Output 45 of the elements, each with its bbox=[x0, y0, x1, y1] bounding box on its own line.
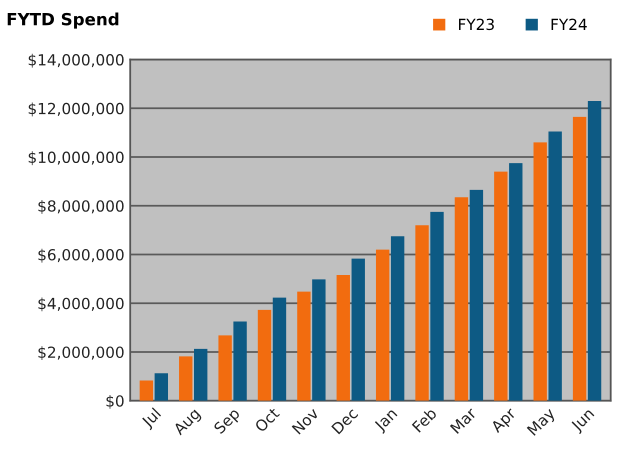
bar bbox=[494, 172, 508, 401]
legend-label: FY23 bbox=[459, 18, 494, 30]
y-tick-label: $14,000,000 bbox=[28, 54, 124, 68]
legend-label: FY24 bbox=[552, 18, 587, 30]
y-tick-label: $8,000,000 bbox=[38, 200, 124, 214]
x-tick-label: Dec bbox=[331, 407, 358, 435]
y-tick-label: $0 bbox=[106, 394, 124, 409]
y-tick-label: $2,000,000 bbox=[38, 346, 124, 360]
x-tick-label: Feb bbox=[411, 406, 438, 433]
bar bbox=[534, 142, 547, 401]
bar bbox=[352, 258, 365, 401]
chart-title: FYTD Spend bbox=[8, 12, 118, 29]
x-tick-label: Apr bbox=[490, 406, 519, 436]
x-tick-label: Jun bbox=[570, 408, 597, 434]
bar bbox=[415, 225, 429, 401]
bar bbox=[140, 380, 154, 401]
x-tick-label: Sep bbox=[213, 407, 242, 436]
bar bbox=[154, 373, 168, 401]
bar bbox=[179, 356, 192, 401]
bar bbox=[454, 197, 468, 401]
x-tick-label: Jan bbox=[373, 408, 400, 434]
bar bbox=[470, 190, 484, 401]
y-tick-label: $10,000,000 bbox=[28, 151, 124, 166]
bar bbox=[390, 236, 404, 401]
bar bbox=[233, 322, 247, 401]
bar bbox=[548, 131, 562, 401]
y-tick-label: $4,000,000 bbox=[38, 297, 124, 312]
bar bbox=[430, 212, 444, 401]
x-tick-label: Mar bbox=[450, 406, 478, 434]
bar bbox=[194, 348, 208, 401]
bar bbox=[336, 274, 350, 401]
x-tick-label: Oct bbox=[254, 406, 280, 433]
bar bbox=[572, 116, 586, 401]
bar bbox=[297, 292, 311, 401]
x-tick-label: Jul bbox=[140, 407, 164, 430]
bar bbox=[312, 279, 326, 401]
bar bbox=[376, 250, 390, 401]
y-tick-label: $12,000,000 bbox=[28, 102, 124, 116]
bar bbox=[258, 310, 272, 401]
x-tick-label: Nov bbox=[292, 406, 320, 435]
bar bbox=[218, 335, 232, 401]
bar bbox=[509, 163, 522, 401]
y-tick-label: $6,000,000 bbox=[38, 248, 124, 263]
bar bbox=[588, 100, 602, 401]
bar bbox=[272, 298, 286, 401]
